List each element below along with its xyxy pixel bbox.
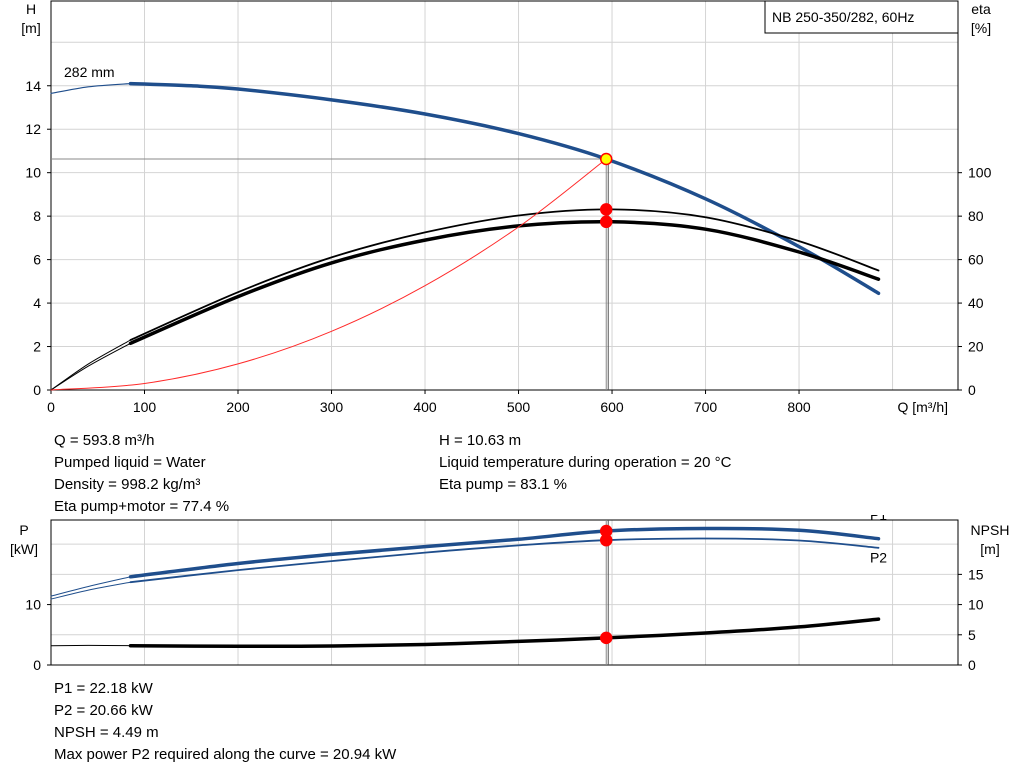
- series-line-3: [50, 581, 131, 600]
- y-axis-left-symbol: P: [19, 522, 28, 538]
- info-head: H = 10.63 m: [439, 432, 522, 449]
- info-p2: P2 = 20.66 kW: [54, 702, 153, 719]
- x-tick-label: 700: [694, 399, 718, 415]
- plot-frame: [50, 519, 959, 666]
- series-line-1: [50, 83, 132, 94]
- left-tick-label: 6: [33, 252, 41, 268]
- x-tick-label: 400: [413, 399, 437, 415]
- right-tick-label: 15: [968, 566, 984, 582]
- y-axis-right-unit: [m]: [980, 541, 999, 557]
- right-tick-label: 0: [968, 382, 976, 398]
- duty-point-marker: [599, 215, 613, 229]
- info-eta-pump-motor: Eta pump+motor = 77.4 %: [54, 498, 230, 515]
- series-line-0: [128, 81, 881, 296]
- info-max-power: Max power P2 required along the curve = …: [54, 746, 397, 763]
- right-tick-label: 20: [968, 339, 984, 355]
- duty-point-marker: [599, 152, 613, 166]
- series-label-p1: P1: [870, 515, 887, 523]
- duty-point-marker: [599, 203, 613, 216]
- series-line-6: [50, 158, 607, 391]
- info-density: Density = 998.2 kg/m³: [54, 476, 201, 493]
- left-tick-label: 10: [25, 597, 41, 613]
- power-npsh-chart: 0 10 0 5 10 15 P [kW] NPSH [m] P1 P2: [10, 515, 1010, 673]
- info-eta-pump: Eta pump = 83.1 %: [439, 476, 567, 493]
- x-axis-label: Q [m³/h]: [897, 399, 948, 415]
- series-line-4: [128, 219, 881, 346]
- info-liquid-temperature: Liquid temperature during operation = 20…: [439, 454, 732, 471]
- x-tick-label: 0: [47, 399, 55, 415]
- right-tick-label: 10: [968, 597, 984, 613]
- title-box: [764, 0, 959, 34]
- right-tick-label: 60: [968, 252, 984, 268]
- right-tick-label: 40: [968, 295, 984, 311]
- impeller-diameter-label: 282 mm: [64, 64, 115, 80]
- info-top-right: H = 10.63 m Liquid temperature during op…: [439, 430, 731, 496]
- right-tick-label: 80: [968, 208, 984, 224]
- y-axis-left-unit: [kW]: [10, 541, 38, 557]
- series-line-2: [129, 208, 880, 341]
- y-axis-left-unit: [m]: [21, 20, 40, 36]
- series-line-4: [128, 617, 881, 649]
- series-label-p2: P2: [870, 549, 887, 565]
- y-axis-right-symbol: NPSH: [971, 522, 1010, 538]
- info-liquid: Pumped liquid = Water: [54, 454, 206, 471]
- right-tick-label: 5: [968, 627, 976, 643]
- plot-frame: [50, 0, 959, 391]
- left-tick-label: 0: [33, 657, 41, 673]
- left-tick-label: 8: [33, 208, 41, 224]
- head-efficiency-chart: 0 2 4 6 8 10 12 14 0 20 40 60 80 100 0 100 200 300 400 500 6…: [21, 0, 992, 415]
- left-tick-label: 10: [25, 165, 41, 181]
- info-p1: P1 = 22.18 kW: [54, 680, 153, 697]
- right-tick-label: 100: [968, 165, 992, 181]
- left-tick-label: 12: [25, 121, 41, 137]
- series-line-p1: [128, 526, 881, 579]
- info-npsh: NPSH = 4.49 m: [54, 724, 159, 741]
- left-tick-label: 4: [33, 295, 41, 311]
- y-axis-right-symbol: eta: [971, 1, 991, 17]
- x-tick-label: 200: [226, 399, 250, 415]
- left-tick-label: 2: [33, 339, 41, 355]
- series-line-5: [50, 342, 131, 391]
- left-tick-label: 14: [25, 78, 41, 94]
- y-axis-right-unit: [%]: [971, 20, 991, 36]
- y-axis-left-symbol: H: [26, 1, 36, 17]
- info-bottom: P1 = 22.18 kW P2 = 20.66 kW NPSH = 4.49 …: [54, 678, 396, 766]
- info-flow: Q = 593.8 m³/h: [54, 432, 155, 449]
- x-tick-label: 600: [600, 399, 624, 415]
- series-line-p2: [129, 537, 880, 584]
- duty-point-marker: [599, 533, 613, 547]
- series-line-1: [50, 576, 131, 597]
- x-tick-label: 100: [133, 399, 157, 415]
- chart-title: NB 250-350/282, 60Hz: [772, 9, 914, 25]
- x-tick-label: 500: [507, 399, 531, 415]
- x-tick-label: 800: [787, 399, 811, 415]
- right-tick-label: 0: [968, 657, 976, 673]
- left-tick-label: 0: [33, 382, 41, 398]
- duty-point-marker: [599, 631, 613, 645]
- info-top-left: Q = 593.8 m³/h Pumped liquid = Water Den…: [54, 430, 229, 518]
- x-tick-label: 300: [320, 399, 344, 415]
